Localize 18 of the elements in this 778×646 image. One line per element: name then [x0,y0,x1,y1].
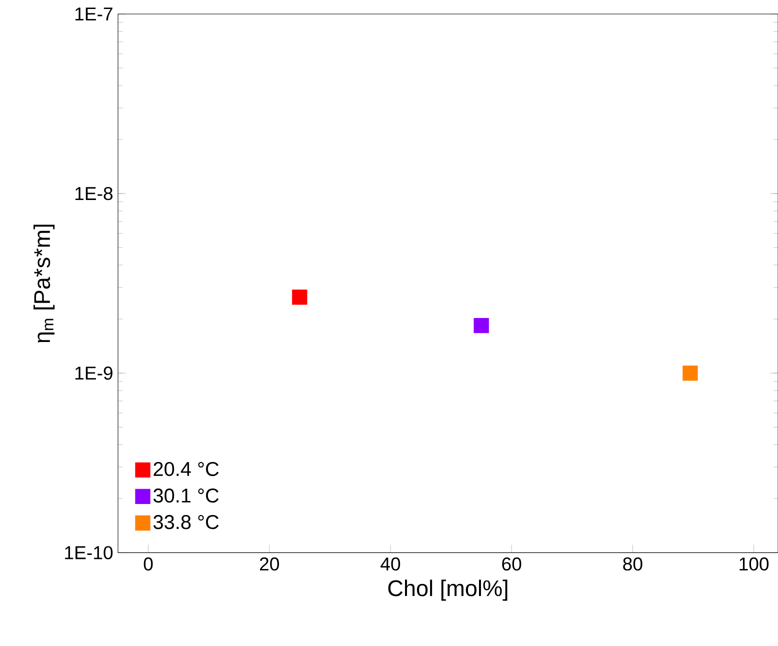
point [682,366,698,381]
x-tick-label: 60 [502,557,522,571]
x-tick-label: 0 [144,557,153,571]
y-tick-label: 1E-9 [75,366,112,380]
legend-label: 33.8 °C [153,515,219,530]
y-tick-label: 1E-8 [75,186,112,200]
y-tick-label: 1E-10 [65,546,113,560]
legend-label: 20.4 °C [154,462,219,476]
y-axis-title: η$_{m}$ [Pa*s*m] [34,224,55,342]
x-tick-label: 80 [623,557,642,571]
x-tick-label: 40 [380,557,400,571]
x-tick-label: 100 [740,557,769,571]
point [292,290,308,305]
y-tick-label: 1E-7 [75,8,112,20]
point [474,318,489,334]
x-axis-title: Chol [mol%] [388,580,508,601]
legend-label: 30.1 °C [153,488,219,503]
x-tick-label: 20 [260,557,279,571]
